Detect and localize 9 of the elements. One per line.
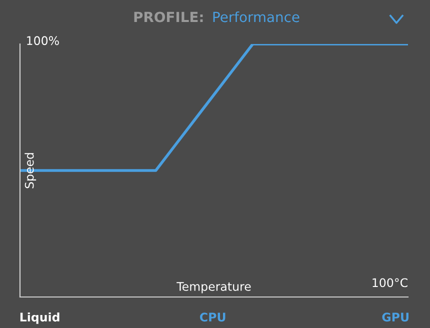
annotation: 100°C — [372, 278, 408, 288]
y-axis-title: Speed — [24, 153, 36, 188]
text: GPU — [382, 312, 408, 322]
chart-subtitle: Performance — [213, 11, 300, 22]
annotation: 100% — [27, 36, 59, 46]
text: Liquid — [20, 312, 60, 324]
text: CPU — [200, 312, 226, 322]
chart-title: PROFILE: — [134, 12, 203, 22]
x-axis-title: Temperature — [176, 282, 251, 294]
